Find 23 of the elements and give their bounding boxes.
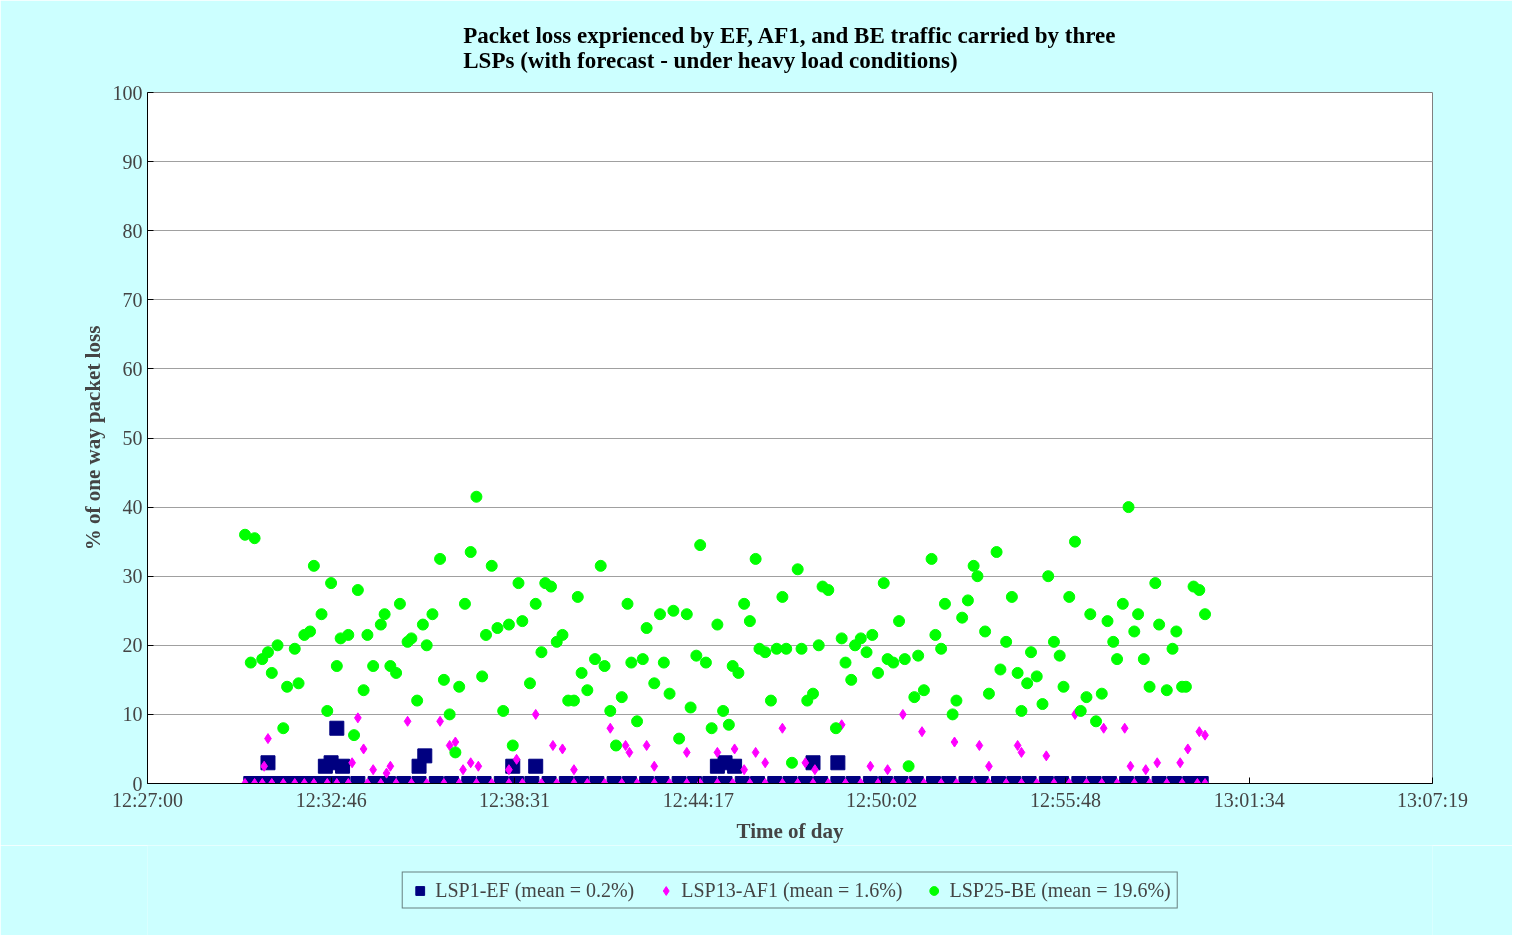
x-tick-label: 12:32:46 — [295, 788, 367, 811]
x-tick-label: 12:50:02 — [846, 788, 918, 811]
x-axis-title: Time of day — [736, 818, 844, 843]
y-tick-label: 70 — [122, 288, 143, 311]
legend-label: LSP25-BE (mean = 19.6%) — [949, 878, 1171, 902]
y-tick-label: 80 — [122, 219, 143, 242]
y-tick-label: 90 — [122, 150, 143, 173]
x-tick-label: 12:38:31 — [479, 788, 551, 811]
x-tick-label: 12:55:48 — [1029, 788, 1101, 811]
y-tick-label: 40 — [122, 496, 143, 519]
y-tick-label: 10 — [122, 703, 143, 726]
y-tick-label: 60 — [122, 357, 143, 380]
chart-title: Packet loss exprienced by EF, AF1, and BE traffic carried by three LSPs (with forecast - under heavy load conditions) — [463, 22, 1116, 73]
y-tick-label: 100 — [112, 81, 143, 104]
y-tick-label: 30 — [122, 565, 143, 588]
x-tick-label: 13:07:19 — [1396, 788, 1469, 811]
y-axis-title: % of one way packet loss — [80, 325, 105, 551]
x-tick-label: 12:44:17 — [662, 788, 734, 811]
legend-label: LSP1-EF (mean = 0.2%) — [435, 878, 635, 902]
legend-label: LSP13-AF1 (mean = 1.6%) — [681, 878, 903, 902]
y-tick-label: 50 — [122, 427, 143, 449]
y-tick-label: 20 — [122, 634, 143, 657]
x-tick-label: 13:01:34 — [1213, 788, 1285, 811]
